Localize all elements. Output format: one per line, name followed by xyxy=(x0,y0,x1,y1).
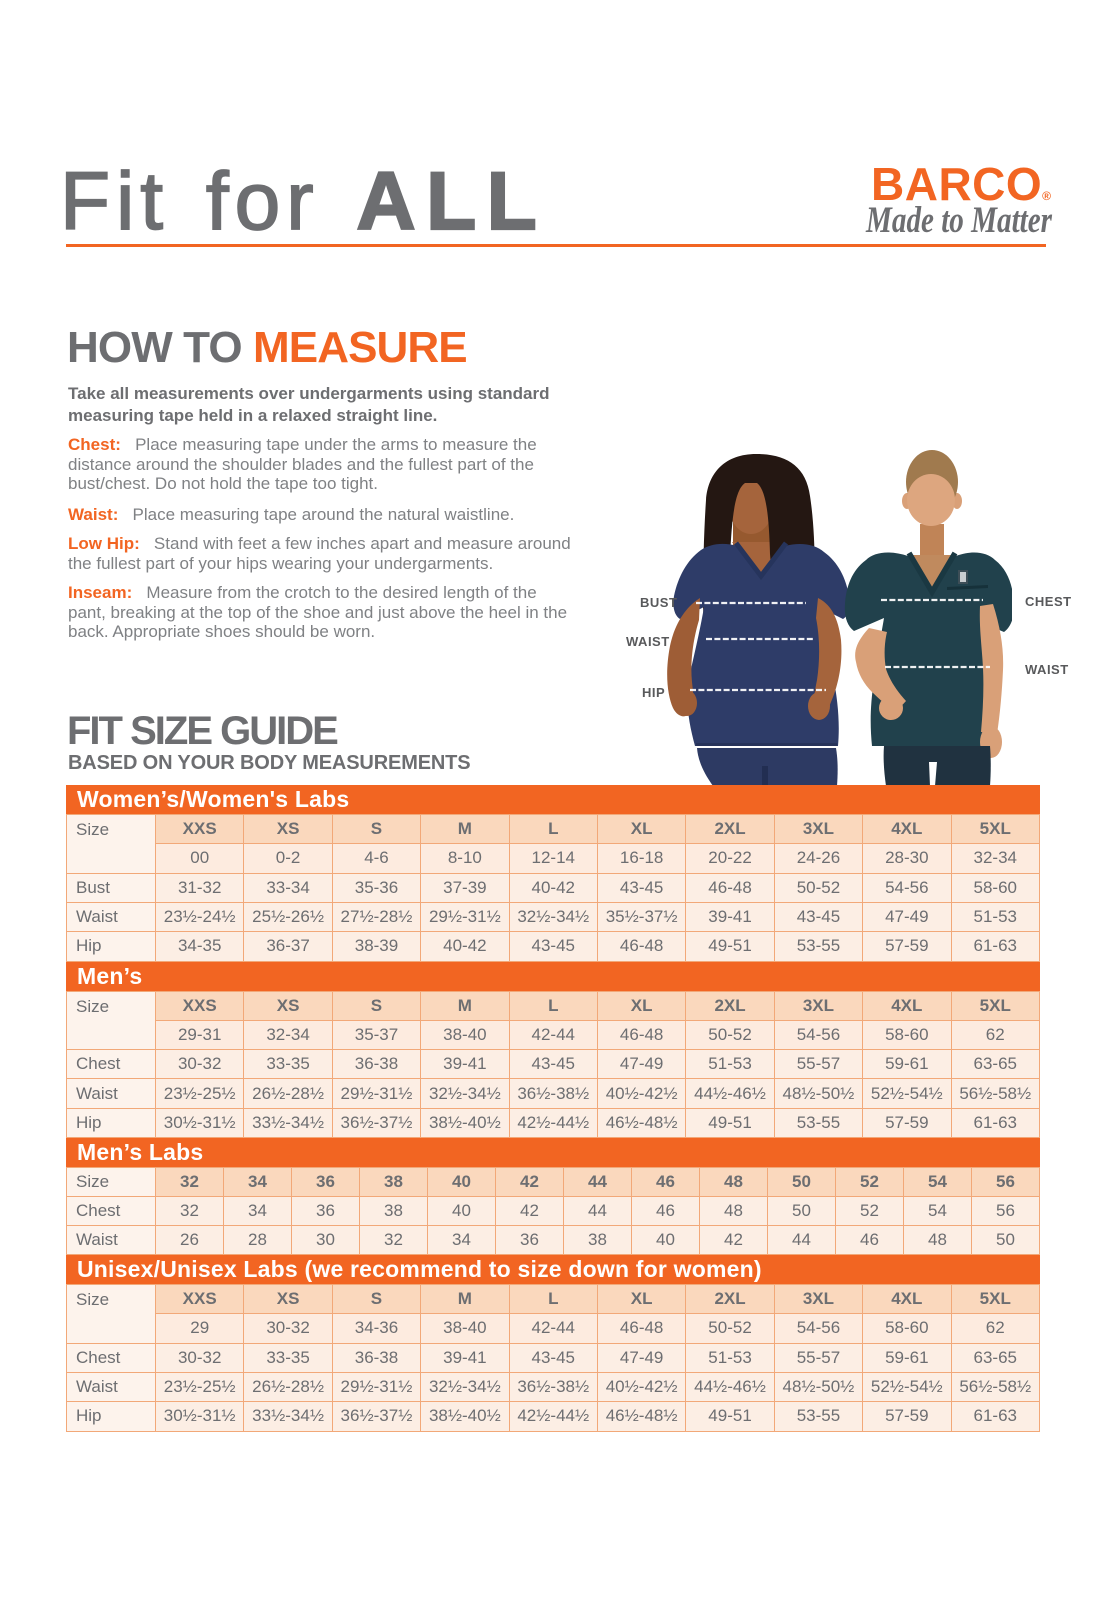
svg-text:Made to Matter: Made to Matter xyxy=(865,200,1052,241)
